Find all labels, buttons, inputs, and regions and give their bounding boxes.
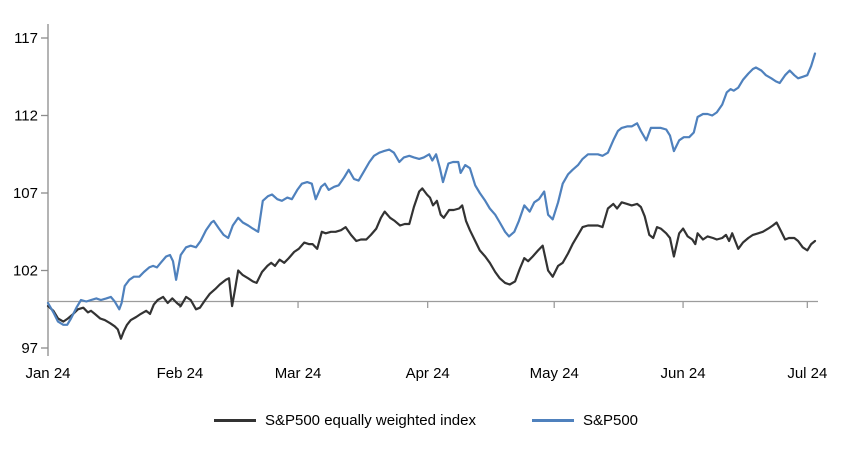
x-tick-label: Apr 24 bbox=[406, 365, 450, 382]
y-tick-label: 97 bbox=[21, 340, 38, 357]
series-line-equal-weight bbox=[46, 187, 817, 340]
legend-entry-sp500: S&P500 bbox=[531, 412, 639, 429]
legend-entry-equal-weight: S&P500 equally weighted index bbox=[213, 412, 476, 429]
y-tick-label: 102 bbox=[13, 263, 38, 280]
y-tick-label: 107 bbox=[13, 185, 38, 202]
legend-label-sp500: S&P500 bbox=[582, 412, 639, 429]
y-tick-label: 117 bbox=[14, 30, 38, 47]
y-tick-label: 112 bbox=[14, 108, 38, 125]
x-tick-label: May 24 bbox=[530, 365, 579, 382]
x-tick-label: Jun 24 bbox=[661, 365, 706, 382]
x-tick-label: Jul 24 bbox=[787, 365, 827, 382]
legend-line-swatch-equal-weight bbox=[213, 419, 256, 422]
series-line-sp500 bbox=[46, 52, 817, 326]
chart-legend: S&P500 equally weighted index S&P500 bbox=[0, 413, 852, 428]
x-tick-label: Mar 24 bbox=[275, 365, 322, 382]
x-tick-label: Feb 24 bbox=[157, 365, 204, 382]
legend-line-swatch-sp500 bbox=[531, 419, 574, 422]
x-tick-label: Jan 24 bbox=[25, 365, 70, 382]
legend-label-equal-weight: S&P500 equally weighted index bbox=[264, 412, 476, 429]
